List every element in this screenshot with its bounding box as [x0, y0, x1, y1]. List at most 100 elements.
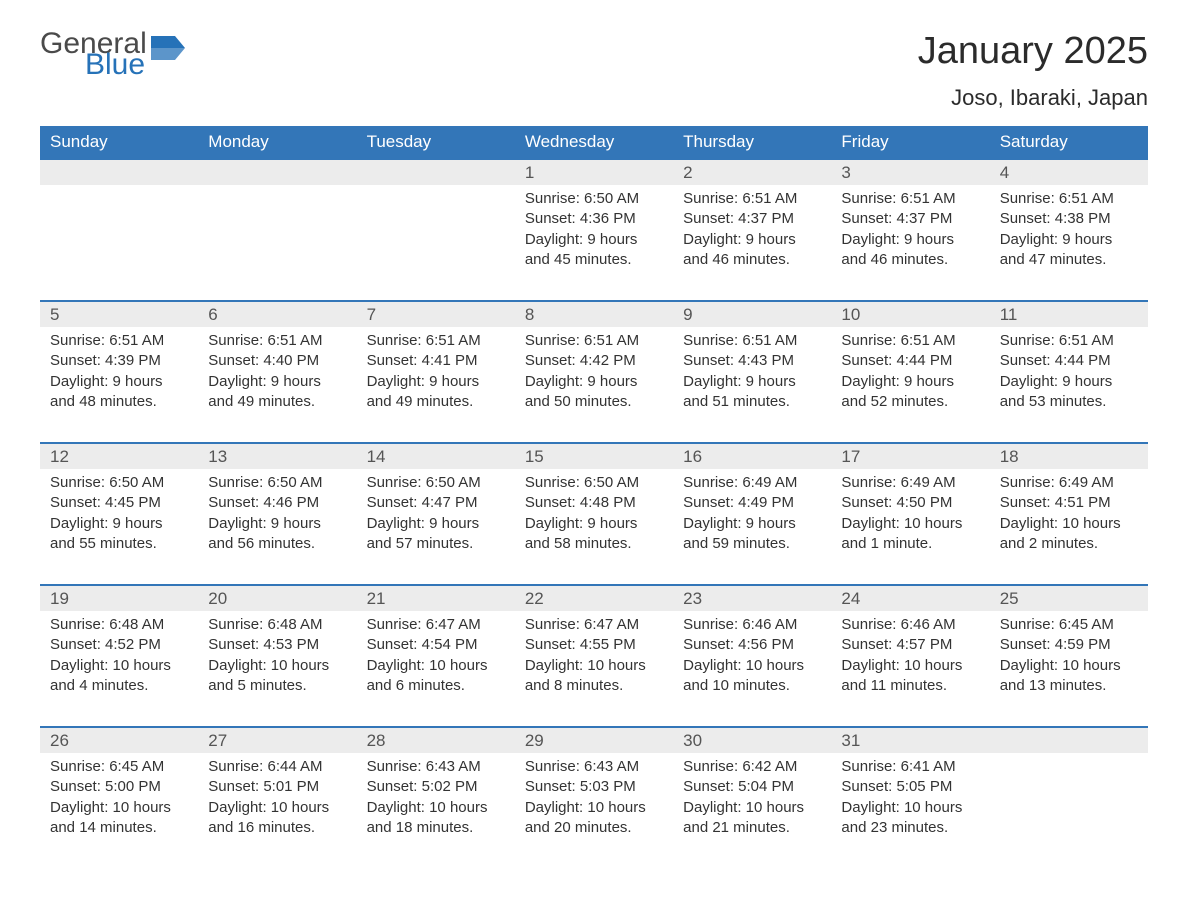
day-d1: Daylight: 10 hours — [525, 798, 663, 818]
day-body: Sunrise: 6:46 AMSunset: 4:57 PMDaylight:… — [831, 611, 989, 714]
day-sunset: Sunset: 4:44 PM — [1000, 351, 1138, 371]
day-sunrise: Sunrise: 6:46 AM — [841, 615, 979, 635]
day-number: 25 — [990, 586, 1148, 611]
day-sunset: Sunset: 4:59 PM — [1000, 635, 1138, 655]
day-sunrise: Sunrise: 6:51 AM — [208, 331, 346, 351]
day-sunset: Sunset: 4:46 PM — [208, 493, 346, 513]
day-d2: and 2 minutes. — [1000, 534, 1138, 554]
day-d2: and 49 minutes. — [367, 392, 505, 412]
day-d1: Daylight: 10 hours — [208, 656, 346, 676]
day-sunrise: Sunrise: 6:50 AM — [525, 189, 663, 209]
day-number: 8 — [515, 302, 673, 327]
day-d1: Daylight: 9 hours — [208, 514, 346, 534]
day-body: Sunrise: 6:41 AMSunset: 5:05 PMDaylight:… — [831, 753, 989, 856]
dow-cell: Tuesday — [357, 126, 515, 158]
day-number: 30 — [673, 728, 831, 753]
day-d1: Daylight: 10 hours — [367, 656, 505, 676]
day-d1: Daylight: 9 hours — [683, 372, 821, 392]
day-body: Sunrise: 6:49 AMSunset: 4:50 PMDaylight:… — [831, 469, 989, 572]
day-body: Sunrise: 6:43 AMSunset: 5:03 PMDaylight:… — [515, 753, 673, 856]
day-d2: and 14 minutes. — [50, 818, 188, 838]
day-body: Sunrise: 6:51 AMSunset: 4:41 PMDaylight:… — [357, 327, 515, 430]
day-sunset: Sunset: 4:53 PM — [208, 635, 346, 655]
day-sunset: Sunset: 5:05 PM — [841, 777, 979, 797]
day-sunrise: Sunrise: 6:51 AM — [50, 331, 188, 351]
day-body: Sunrise: 6:51 AMSunset: 4:39 PMDaylight:… — [40, 327, 198, 430]
dow-row: SundayMondayTuesdayWednesdayThursdayFrid… — [40, 126, 1148, 158]
dow-cell: Monday — [198, 126, 356, 158]
day-number — [198, 160, 356, 185]
day-body: Sunrise: 6:51 AMSunset: 4:43 PMDaylight:… — [673, 327, 831, 430]
day-number: 1 — [515, 160, 673, 185]
day-number: 31 — [831, 728, 989, 753]
day-sunset: Sunset: 5:03 PM — [525, 777, 663, 797]
day-number: 4 — [990, 160, 1148, 185]
week-row: 567891011Sunrise: 6:51 AMSunset: 4:39 PM… — [40, 300, 1148, 430]
day-number: 2 — [673, 160, 831, 185]
body-band: Sunrise: 6:50 AMSunset: 4:36 PMDaylight:… — [40, 185, 1148, 288]
day-sunrise: Sunrise: 6:41 AM — [841, 757, 979, 777]
day-d1: Daylight: 10 hours — [841, 798, 979, 818]
week-row: 1234Sunrise: 6:50 AMSunset: 4:36 PMDayli… — [40, 158, 1148, 288]
day-d1: Daylight: 10 hours — [841, 656, 979, 676]
day-d2: and 58 minutes. — [525, 534, 663, 554]
day-body: Sunrise: 6:51 AMSunset: 4:44 PMDaylight:… — [831, 327, 989, 430]
day-number: 22 — [515, 586, 673, 611]
day-number: 15 — [515, 444, 673, 469]
day-d1: Daylight: 9 hours — [367, 372, 505, 392]
week-row: 262728293031 Sunrise: 6:45 AMSunset: 5:0… — [40, 726, 1148, 856]
day-d2: and 11 minutes. — [841, 676, 979, 696]
day-sunrise: Sunrise: 6:48 AM — [50, 615, 188, 635]
day-sunrise: Sunrise: 6:51 AM — [841, 331, 979, 351]
day-d1: Daylight: 10 hours — [367, 798, 505, 818]
body-band: Sunrise: 6:48 AMSunset: 4:52 PMDaylight:… — [40, 611, 1148, 714]
day-body: Sunrise: 6:45 AMSunset: 4:59 PMDaylight:… — [990, 611, 1148, 714]
day-number — [40, 160, 198, 185]
daynum-band: 1234 — [40, 160, 1148, 185]
day-d1: Daylight: 9 hours — [50, 514, 188, 534]
day-number — [990, 728, 1148, 753]
day-body: Sunrise: 6:50 AMSunset: 4:46 PMDaylight:… — [198, 469, 356, 572]
day-sunrise: Sunrise: 6:51 AM — [841, 189, 979, 209]
week-row: 19202122232425Sunrise: 6:48 AMSunset: 4:… — [40, 584, 1148, 714]
day-d2: and 46 minutes. — [683, 250, 821, 270]
day-sunrise: Sunrise: 6:51 AM — [683, 331, 821, 351]
day-number: 7 — [357, 302, 515, 327]
day-d2: and 47 minutes. — [1000, 250, 1138, 270]
header: General Blue January 2025 Joso, Ibaraki,… — [40, 30, 1148, 111]
day-body: Sunrise: 6:46 AMSunset: 4:56 PMDaylight:… — [673, 611, 831, 714]
day-sunrise: Sunrise: 6:51 AM — [525, 331, 663, 351]
day-d2: and 4 minutes. — [50, 676, 188, 696]
day-body: Sunrise: 6:47 AMSunset: 4:55 PMDaylight:… — [515, 611, 673, 714]
day-d1: Daylight: 10 hours — [525, 656, 663, 676]
day-d2: and 21 minutes. — [683, 818, 821, 838]
day-sunrise: Sunrise: 6:43 AM — [367, 757, 505, 777]
day-d2: and 18 minutes. — [367, 818, 505, 838]
day-sunrise: Sunrise: 6:49 AM — [841, 473, 979, 493]
day-d2: and 52 minutes. — [841, 392, 979, 412]
day-sunset: Sunset: 4:38 PM — [1000, 209, 1138, 229]
day-d1: Daylight: 10 hours — [1000, 514, 1138, 534]
day-d2: and 6 minutes. — [367, 676, 505, 696]
day-sunset: Sunset: 4:43 PM — [683, 351, 821, 371]
day-sunset: Sunset: 5:01 PM — [208, 777, 346, 797]
day-sunset: Sunset: 4:37 PM — [841, 209, 979, 229]
day-number: 26 — [40, 728, 198, 753]
day-body: Sunrise: 6:48 AMSunset: 4:52 PMDaylight:… — [40, 611, 198, 714]
day-sunrise: Sunrise: 6:50 AM — [367, 473, 505, 493]
week-row: 12131415161718Sunrise: 6:50 AMSunset: 4:… — [40, 442, 1148, 572]
day-body: Sunrise: 6:44 AMSunset: 5:01 PMDaylight:… — [198, 753, 356, 856]
day-d2: and 53 minutes. — [1000, 392, 1138, 412]
day-body: Sunrise: 6:49 AMSunset: 4:49 PMDaylight:… — [673, 469, 831, 572]
day-sunset: Sunset: 4:45 PM — [50, 493, 188, 513]
day-sunrise: Sunrise: 6:46 AM — [683, 615, 821, 635]
day-sunrise: Sunrise: 6:50 AM — [208, 473, 346, 493]
day-body — [40, 185, 198, 288]
calendar: SundayMondayTuesdayWednesdayThursdayFrid… — [40, 126, 1148, 856]
day-d2: and 10 minutes. — [683, 676, 821, 696]
day-d2: and 1 minute. — [841, 534, 979, 554]
day-body: Sunrise: 6:42 AMSunset: 5:04 PMDaylight:… — [673, 753, 831, 856]
day-number — [357, 160, 515, 185]
day-d2: and 50 minutes. — [525, 392, 663, 412]
day-d2: and 8 minutes. — [525, 676, 663, 696]
